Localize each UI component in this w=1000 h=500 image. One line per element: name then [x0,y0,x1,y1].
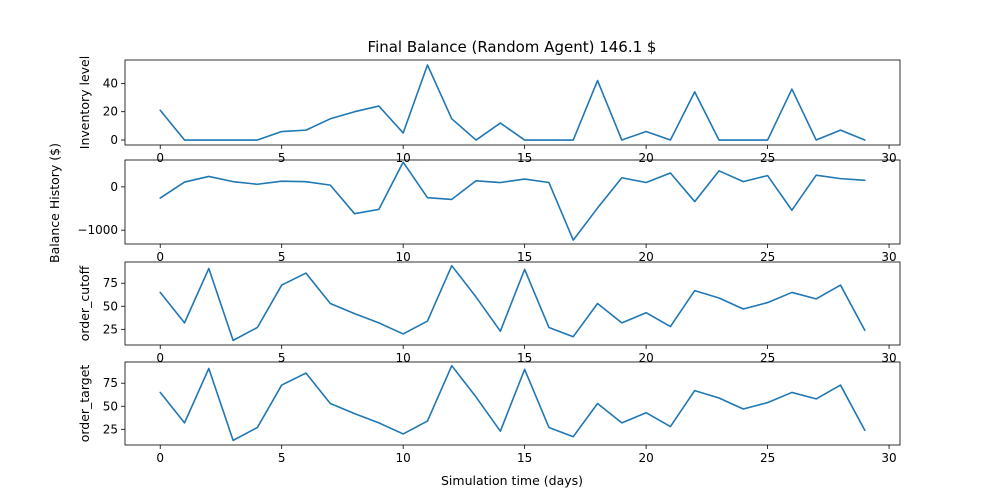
y-axis-label-panel-4: order_target [77,365,92,443]
y-tick-label: 75 [103,276,118,290]
x-tick-label: 30 [881,351,896,365]
x-tick-label: 0 [156,451,164,465]
series-line-panel-3 [159,264,866,342]
series-line-panel-1 [159,64,866,141]
x-tick-label: 25 [760,151,775,165]
y-axis-label-panel-3: order_cutoff [77,265,92,341]
x-axis-label: Simulation time (days) [441,473,583,488]
shared-y-axis-label: Balance History ($) [47,143,62,263]
panel-3: 0 5 10 15 20 25 30 25 50 75 order_cutoff [77,261,901,365]
x-tick-label: 15 [517,151,532,165]
x-tick-label: 5 [278,451,286,465]
x-tick-label: 15 [517,250,532,264]
panel-1: 0 5 10 15 20 25 30 0 20 40 Inventory level [77,56,901,165]
chart-title: Final Balance (Random Agent) 146.1 $ [368,38,657,56]
x-tick-label: 20 [638,351,653,365]
y-tick-label: 25 [103,422,118,436]
x-tick-label: 10 [396,250,411,264]
axes-frame [124,59,901,146]
y-tick-label: 50 [103,299,118,313]
x-tick-label: 15 [517,351,532,365]
y-tick-label: 25 [103,322,118,336]
x-tick-label: 25 [760,451,775,465]
series-line-panel-2 [159,161,866,241]
y-axis-label-panel-1: Inventory level [77,56,92,149]
x-tick-label: 5 [278,250,286,264]
x-tick-label: 5 [278,151,286,165]
x-tick-label: 10 [396,451,411,465]
y-tick-label: 75 [103,376,118,390]
y-tick-label: −1000 [77,223,118,237]
y-tick-label: 50 [103,399,118,413]
axes-frame [124,361,901,446]
x-tick-label: 25 [760,250,775,264]
y-tick-label: 0 [110,133,118,147]
y-tick-label: 20 [103,105,118,119]
x-tick-label: 30 [881,451,896,465]
panel-4: 0 5 10 15 20 25 30 25 50 75 order_target [77,361,901,465]
axes-frame [124,159,901,245]
series-line-panel-4 [159,364,866,442]
x-tick-label: 20 [638,151,653,165]
x-tick-label: 0 [156,151,164,165]
x-tick-label: 30 [881,250,896,264]
x-tick-label: 5 [278,351,286,365]
x-tick-label: 20 [638,451,653,465]
x-tick-label: 0 [156,351,164,365]
x-tick-label: 15 [517,451,532,465]
y-tick-label: 0 [110,180,118,194]
x-tick-label: 0 [156,250,164,264]
axes-frame [124,261,901,346]
x-tick-label: 30 [881,151,896,165]
panel-2: 0 5 10 15 20 25 30 −1000 0 [77,159,901,264]
x-tick-label: 20 [638,250,653,264]
x-tick-label: 25 [760,351,775,365]
x-tick-label: 10 [396,151,411,165]
x-tick-label: 10 [396,351,411,365]
y-tick-label: 40 [103,76,118,90]
